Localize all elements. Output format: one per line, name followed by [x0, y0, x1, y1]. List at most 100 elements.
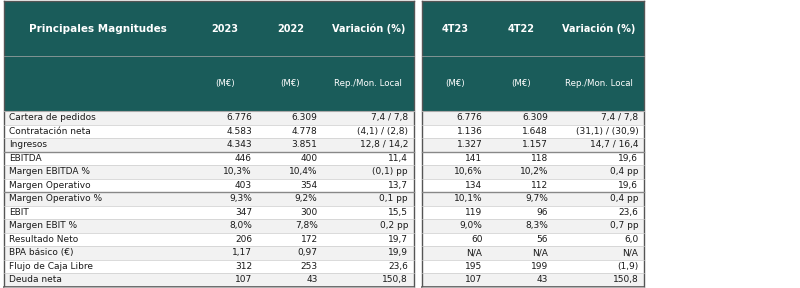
Text: Resultado Neto: Resultado Neto: [9, 235, 78, 244]
Text: 6.309: 6.309: [522, 113, 548, 122]
Text: 1.157: 1.157: [522, 141, 548, 149]
Text: 7,8%: 7,8%: [294, 221, 318, 230]
Text: (4,1) / (2,8): (4,1) / (2,8): [357, 127, 408, 136]
Text: 0,2 pp: 0,2 pp: [379, 221, 408, 230]
Text: 8,3%: 8,3%: [525, 221, 548, 230]
Bar: [422, 233, 644, 246]
Text: Flujo de Caja Libre: Flujo de Caja Libre: [9, 262, 93, 271]
Text: (0,1) pp: (0,1) pp: [372, 167, 408, 177]
Text: 56: 56: [537, 235, 548, 244]
Bar: [4, 233, 414, 246]
Bar: [4, 165, 414, 179]
Text: 446: 446: [235, 154, 252, 163]
Bar: [4, 219, 414, 233]
Text: 300: 300: [300, 208, 318, 217]
Text: 6,0: 6,0: [624, 235, 638, 244]
Text: 9,7%: 9,7%: [525, 194, 548, 203]
Text: 400: 400: [301, 154, 318, 163]
Text: 43: 43: [306, 275, 318, 284]
Bar: [4, 206, 414, 219]
Bar: [4, 246, 414, 259]
Text: 206: 206: [235, 235, 252, 244]
Text: 0,97: 0,97: [298, 248, 318, 257]
Text: 118: 118: [530, 154, 548, 163]
Text: Margen Operativo: Margen Operativo: [9, 181, 90, 190]
Text: (M€): (M€): [511, 79, 530, 88]
Text: 253: 253: [301, 262, 318, 271]
Text: (M€): (M€): [215, 79, 234, 88]
Text: 134: 134: [466, 181, 482, 190]
Bar: [4, 125, 414, 138]
Text: 60: 60: [471, 235, 482, 244]
Text: 6.776: 6.776: [457, 113, 482, 122]
Text: Cartera de pedidos: Cartera de pedidos: [9, 113, 95, 122]
Text: 107: 107: [234, 275, 252, 284]
Text: Margen EBIT %: Margen EBIT %: [9, 221, 77, 230]
Text: 195: 195: [465, 262, 482, 271]
Bar: [4, 1, 414, 56]
Text: 112: 112: [531, 181, 548, 190]
Text: 119: 119: [465, 208, 482, 217]
Bar: [422, 56, 644, 111]
Text: 3.851: 3.851: [292, 141, 318, 149]
Bar: [422, 206, 644, 219]
Text: (31,1) / (30,9): (31,1) / (30,9): [576, 127, 638, 136]
Text: 0,7 pp: 0,7 pp: [610, 221, 638, 230]
Text: Rep./Mon. Local: Rep./Mon. Local: [334, 79, 402, 88]
Bar: [4, 111, 414, 125]
Text: 9,0%: 9,0%: [459, 221, 482, 230]
Text: 312: 312: [235, 262, 252, 271]
Text: 8,0%: 8,0%: [229, 221, 252, 230]
Bar: [422, 192, 644, 206]
Text: 403: 403: [235, 181, 252, 190]
Text: 19,6: 19,6: [618, 154, 638, 163]
Text: Ingresos: Ingresos: [9, 141, 46, 149]
Text: Margen Operativo %: Margen Operativo %: [9, 194, 102, 203]
Text: 15,5: 15,5: [388, 208, 408, 217]
Text: 10,3%: 10,3%: [223, 167, 252, 177]
Text: 4T23: 4T23: [442, 24, 469, 34]
Text: 1.648: 1.648: [522, 127, 548, 136]
Bar: [422, 138, 644, 152]
Text: (M€): (M€): [446, 79, 465, 88]
Text: 0,4 pp: 0,4 pp: [610, 194, 638, 203]
Bar: [422, 246, 644, 259]
Text: Deuda neta: Deuda neta: [9, 275, 62, 284]
Text: 43: 43: [537, 275, 548, 284]
Bar: [4, 138, 414, 152]
Text: 14,7 / 16,4: 14,7 / 16,4: [590, 141, 638, 149]
Text: EBITDA: EBITDA: [9, 154, 42, 163]
Text: 23,6: 23,6: [388, 262, 408, 271]
Text: Margen EBITDA %: Margen EBITDA %: [9, 167, 90, 177]
Text: 0,1 pp: 0,1 pp: [379, 194, 408, 203]
Bar: [4, 56, 414, 111]
Bar: [4, 273, 414, 287]
Text: 4.343: 4.343: [226, 141, 252, 149]
Text: N/A: N/A: [466, 248, 482, 257]
Bar: [422, 111, 644, 125]
Text: 4T22: 4T22: [507, 24, 534, 34]
Bar: [422, 219, 644, 233]
Text: 199: 199: [530, 262, 548, 271]
Text: 2023: 2023: [211, 24, 238, 34]
Bar: [4, 152, 414, 165]
Text: 150,8: 150,8: [613, 275, 638, 284]
Text: 4.778: 4.778: [292, 127, 318, 136]
Bar: [422, 125, 644, 138]
Bar: [4, 259, 414, 273]
Text: Variación (%): Variación (%): [562, 24, 635, 34]
Text: (M€): (M€): [281, 79, 300, 88]
Text: Principales Magnitudes: Principales Magnitudes: [29, 24, 167, 34]
Bar: [4, 179, 414, 192]
Text: 6.309: 6.309: [292, 113, 318, 122]
Text: 6.776: 6.776: [226, 113, 252, 122]
Text: 9,2%: 9,2%: [295, 194, 318, 203]
Text: (1,9): (1,9): [617, 262, 638, 271]
Text: 11,4: 11,4: [388, 154, 408, 163]
Text: 9,3%: 9,3%: [229, 194, 252, 203]
Text: 1.327: 1.327: [457, 141, 482, 149]
Bar: [422, 165, 644, 179]
Text: 19,7: 19,7: [388, 235, 408, 244]
Bar: [4, 192, 414, 206]
Bar: [422, 152, 644, 165]
